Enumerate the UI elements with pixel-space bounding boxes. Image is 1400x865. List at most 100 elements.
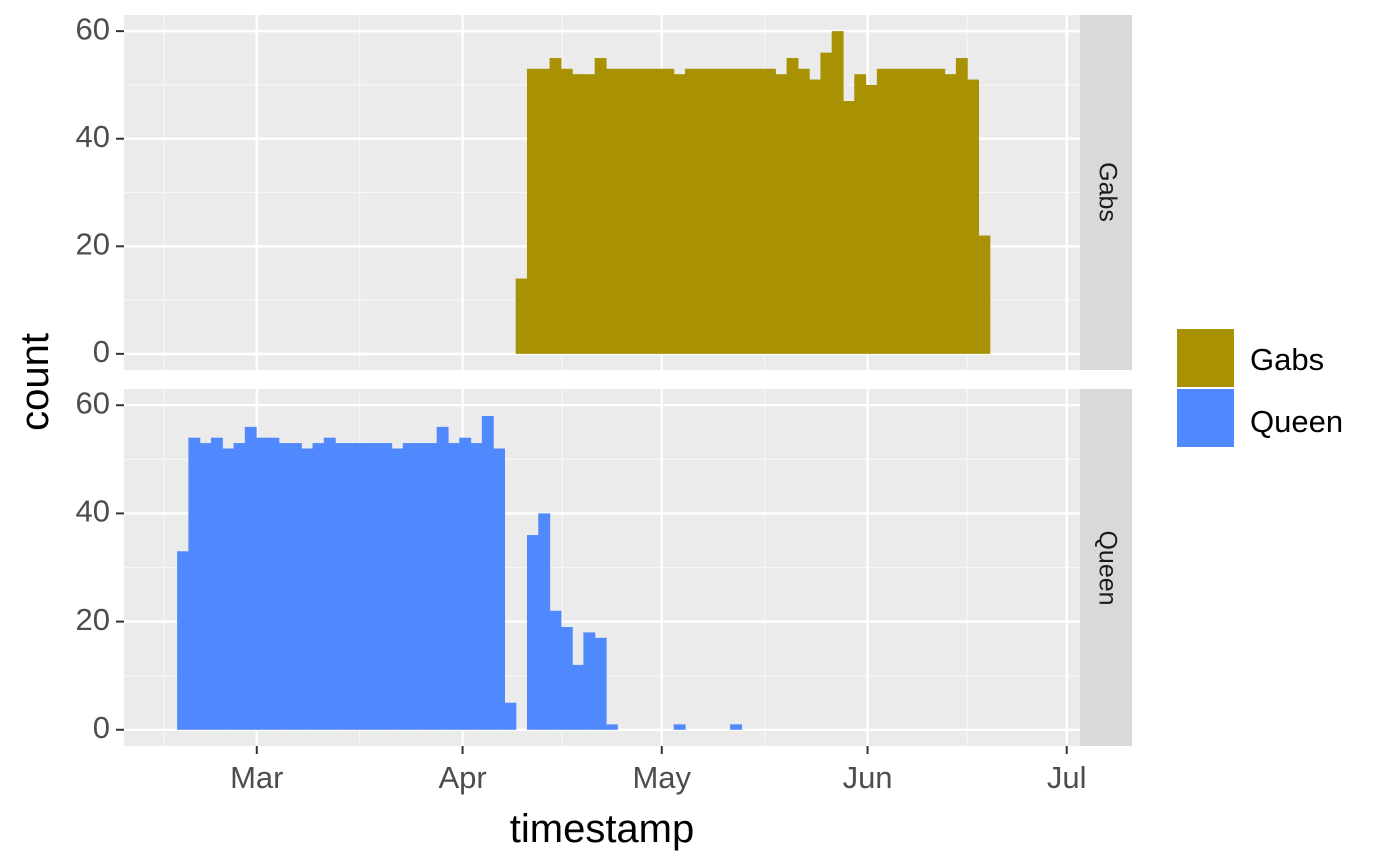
bar-queen	[380, 443, 393, 730]
bar-gabs	[628, 68, 641, 354]
x-axis-title: timestamp	[510, 807, 695, 851]
bar-gabs	[515, 278, 528, 354]
y-tick-label: 40	[76, 494, 110, 529]
bar-queen	[256, 437, 268, 730]
bar-queen	[560, 627, 573, 730]
bar-queen	[267, 437, 280, 730]
bar-queen	[222, 448, 235, 730]
bar-gabs	[967, 79, 980, 354]
bar-gabs	[617, 68, 630, 354]
x-tick-label: Jun	[843, 760, 893, 795]
bar-queen	[504, 702, 517, 730]
bar-queen	[447, 443, 460, 730]
bar-gabs	[944, 74, 957, 354]
y-axis-title: count	[13, 333, 57, 431]
y-tick-label: 60	[76, 11, 110, 46]
bar-queen	[188, 437, 201, 730]
bar-gabs	[639, 68, 652, 354]
bar-gabs	[526, 68, 539, 354]
bar-gabs	[707, 68, 720, 354]
bar-gabs	[809, 79, 822, 354]
bar-queen	[357, 443, 370, 730]
bar-gabs	[583, 74, 596, 354]
bar-queen	[177, 551, 189, 730]
bar-gabs	[684, 68, 697, 354]
bar-queen	[368, 443, 381, 730]
bar-gabs	[978, 235, 991, 354]
bar-gabs	[673, 74, 686, 354]
bar-gabs	[662, 68, 675, 354]
legend: Gabs Queen	[1177, 329, 1343, 447]
bar-queen	[278, 443, 291, 730]
bar-queen	[481, 416, 494, 730]
y-tick-label: 0	[93, 710, 110, 745]
x-tick-label: May	[632, 760, 691, 795]
strip-label-queen: Queen	[1093, 530, 1121, 605]
x-tick-label: Apr	[438, 760, 486, 795]
bar-queen	[402, 443, 415, 730]
bar-gabs	[876, 68, 889, 354]
bar-queen	[244, 426, 257, 730]
bar-gabs	[696, 68, 709, 354]
bar-gabs	[910, 68, 923, 354]
bar-gabs	[763, 68, 776, 354]
bar-gabs	[842, 101, 855, 354]
strip-gabs	[1080, 15, 1132, 370]
bar-queen	[538, 513, 551, 730]
legend-key-gabs	[1177, 329, 1234, 387]
bar-gabs	[730, 68, 743, 354]
bar-queen	[594, 637, 607, 730]
bar-gabs	[605, 68, 618, 354]
bar-gabs	[572, 74, 585, 354]
bar-gabs	[933, 68, 946, 354]
legend-key-queen	[1177, 389, 1234, 447]
bar-gabs	[831, 31, 844, 354]
bar-gabs	[752, 68, 765, 354]
bar-queen	[470, 443, 483, 730]
bar-queen	[425, 443, 438, 730]
y-tick-label: 40	[76, 119, 110, 154]
y-tick-label: 20	[76, 226, 110, 261]
histogram-bars	[177, 31, 991, 730]
y-tick-label: 20	[76, 602, 110, 637]
bar-queen	[323, 437, 336, 730]
bar-queen	[414, 443, 427, 730]
bar-queen	[210, 437, 223, 730]
bar-gabs	[786, 58, 799, 354]
y-tick-label: 60	[76, 385, 110, 420]
bar-gabs	[560, 68, 573, 354]
bar-queen	[526, 535, 539, 730]
bar-queen	[583, 632, 596, 730]
bar-queen	[312, 443, 325, 730]
bar-queen	[572, 664, 585, 730]
bar-queen	[335, 443, 348, 730]
bar-queen	[730, 724, 743, 730]
bar-queen	[605, 724, 618, 730]
bar-gabs	[538, 68, 551, 354]
bar-gabs	[797, 68, 810, 354]
bar-queen	[493, 448, 506, 730]
legend-label-gabs: Gabs	[1250, 342, 1324, 377]
strip-label-gabs: Gabs	[1093, 162, 1121, 222]
axis-ticks: 0 20 40 60 0 20 40 60 Mar Apr May Jun Jul	[76, 11, 1087, 795]
bar-gabs	[820, 52, 833, 354]
bar-queen	[233, 443, 246, 730]
bar-gabs	[549, 58, 562, 354]
bar-queen	[549, 610, 562, 730]
bar-queen	[289, 443, 302, 730]
bar-gabs	[718, 68, 731, 354]
bar-gabs	[899, 68, 912, 354]
bar-queen	[301, 448, 314, 730]
bar-queen	[199, 443, 212, 730]
bar-queen	[673, 724, 686, 730]
bar-gabs	[854, 74, 867, 354]
y-tick-label: 0	[93, 334, 110, 369]
bar-gabs	[594, 58, 607, 354]
bar-queen	[391, 448, 404, 730]
bar-gabs	[741, 68, 754, 354]
bar-gabs	[921, 68, 934, 354]
bar-queen	[436, 426, 449, 730]
bar-gabs	[888, 68, 901, 354]
bar-gabs	[775, 74, 788, 354]
